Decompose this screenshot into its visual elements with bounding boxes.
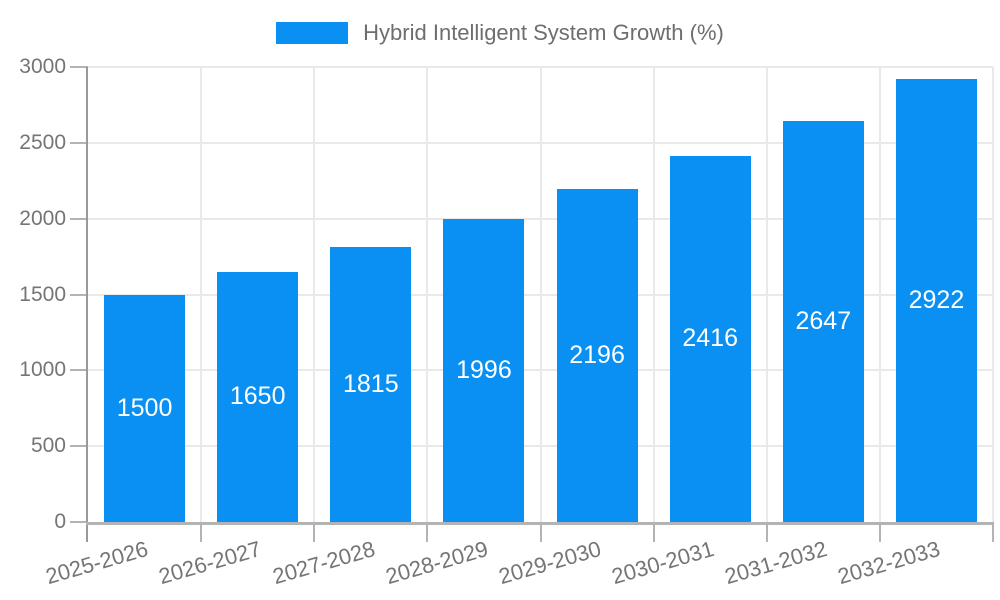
bar-value-label: 1815 (343, 369, 399, 398)
x-tick-label: 2030-2031 (608, 536, 717, 590)
y-axis-tick (70, 445, 88, 448)
v-gridline (992, 67, 994, 522)
bar-value-label: 1650 (229, 382, 286, 411)
x-axis-tick (539, 522, 542, 542)
x-axis-tick (200, 522, 203, 542)
bar-value-label: 2647 (795, 306, 852, 335)
y-tick-label: 2500 (19, 130, 66, 154)
x-tick-label: 2031-2032 (721, 536, 830, 590)
bar[interactable]: 1996 (443, 219, 525, 522)
bar-value-label: 1500 (116, 393, 173, 422)
legend-swatch (276, 22, 349, 44)
bar[interactable]: 1500 (104, 294, 186, 522)
y-tick-label: 0 (54, 510, 66, 533)
bar[interactable]: 1650 (217, 271, 299, 522)
v-gridline (200, 67, 203, 522)
bar[interactable]: 2647 (782, 120, 864, 522)
v-gridline (765, 67, 768, 522)
x-axis-tick (878, 522, 881, 542)
x-axis-line (86, 522, 993, 525)
bar[interactable]: 2416 (669, 155, 751, 522)
y-axis-tick (70, 141, 88, 144)
y-axis-line (86, 67, 88, 542)
x-axis-tick (426, 522, 429, 542)
v-gridline (539, 67, 542, 522)
y-axis-tick (70, 521, 88, 523)
x-tick-label: 2029-2030 (495, 536, 604, 590)
legend-label: Hybrid Intelligent System Growth (%) (363, 20, 724, 45)
bar-value-label: 2922 (908, 285, 965, 314)
y-axis-tick (70, 217, 88, 220)
v-gridline (313, 67, 316, 522)
bar[interactable]: 1815 (330, 246, 412, 522)
bar-value-label: 1996 (456, 356, 512, 385)
y-axis-tick (70, 66, 88, 68)
bar-value-label: 2416 (682, 324, 738, 353)
bar[interactable]: 2196 (556, 188, 638, 522)
x-tick-label: 2028-2029 (382, 536, 491, 590)
y-tick-label: 2000 (19, 206, 66, 230)
y-tick-label: 3000 (19, 55, 66, 78)
x-axis-tick (652, 522, 655, 542)
v-gridline (652, 67, 655, 522)
v-gridline (878, 67, 881, 522)
legend[interactable]: Hybrid Intelligent System Growth (%) (0, 20, 1000, 46)
y-tick-label: 1000 (19, 358, 66, 382)
x-axis-tick (992, 522, 994, 542)
x-axis-tick (765, 522, 768, 542)
y-axis-tick (70, 369, 88, 372)
x-tick-label: 2025-2026 (43, 536, 152, 590)
bar[interactable]: 2922 (895, 78, 977, 522)
x-tick-label: 2032-2033 (835, 536, 944, 590)
x-tick-label: 2027-2028 (269, 536, 378, 590)
v-gridline (426, 67, 429, 522)
y-tick-label: 1500 (19, 282, 66, 306)
x-tick-label: 2026-2027 (156, 536, 265, 590)
bar-value-label: 2196 (569, 340, 625, 369)
y-axis-tick (70, 293, 88, 296)
y-tick-label: 500 (30, 434, 66, 458)
x-axis-tick (313, 522, 316, 542)
